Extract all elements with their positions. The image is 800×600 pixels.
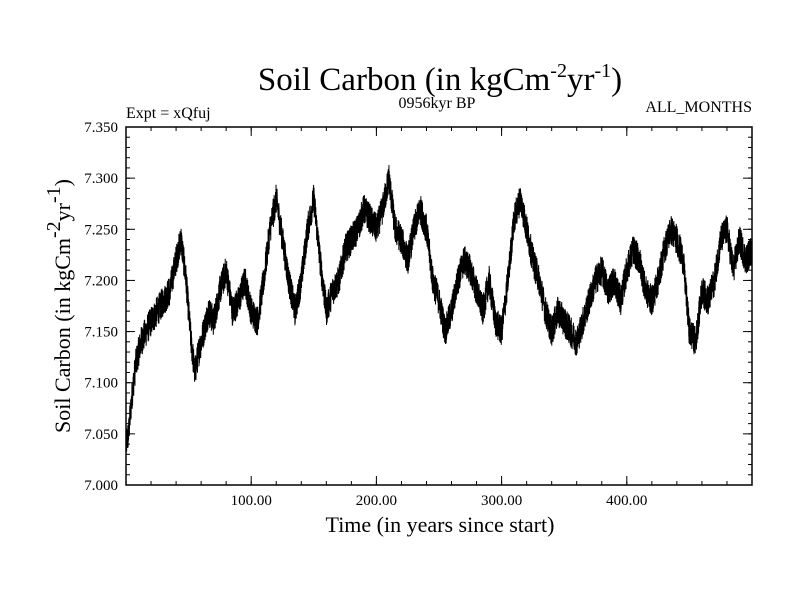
y-tick-labels: 7.000 7.050 7.100 7.150 7.200 7.250 7.300 7.350	[84, 120, 118, 494]
x-tick-label: 400.00	[606, 493, 647, 509]
months-label: ALL_MONTHS	[645, 99, 752, 116]
x-axis-label: Time (in years since start)	[326, 512, 555, 537]
period-label: 0956kyr BP	[399, 95, 476, 112]
y-tick-label: 7.300	[84, 171, 118, 187]
x-tick-label: 200.00	[356, 493, 397, 509]
y-tick-label: 7.000	[84, 478, 118, 494]
y-tick-label: 7.050	[84, 427, 118, 443]
y-tick-label: 7.200	[84, 273, 118, 289]
x-tick-label: 300.00	[481, 493, 522, 509]
y-tick-label: 7.100	[84, 376, 118, 392]
y-tick-label: 7.150	[84, 325, 118, 341]
chart-title: Soil Carbon (in kgCm-2yr-1)	[258, 60, 622, 98]
x-tick-labels: 100.00 200.00 300.00 400.00	[231, 493, 648, 509]
y-axis-label: Soil Carbon (in kgCm-2yr-1)	[43, 179, 75, 433]
series-line	[126, 165, 752, 452]
experiment-label: Expt = xQfuj	[126, 105, 211, 122]
y-tick-label: 7.350	[84, 120, 118, 136]
x-tick-label: 100.00	[231, 493, 272, 509]
plot-frame	[125, 126, 753, 486]
y-tick-label: 7.250	[84, 222, 118, 238]
